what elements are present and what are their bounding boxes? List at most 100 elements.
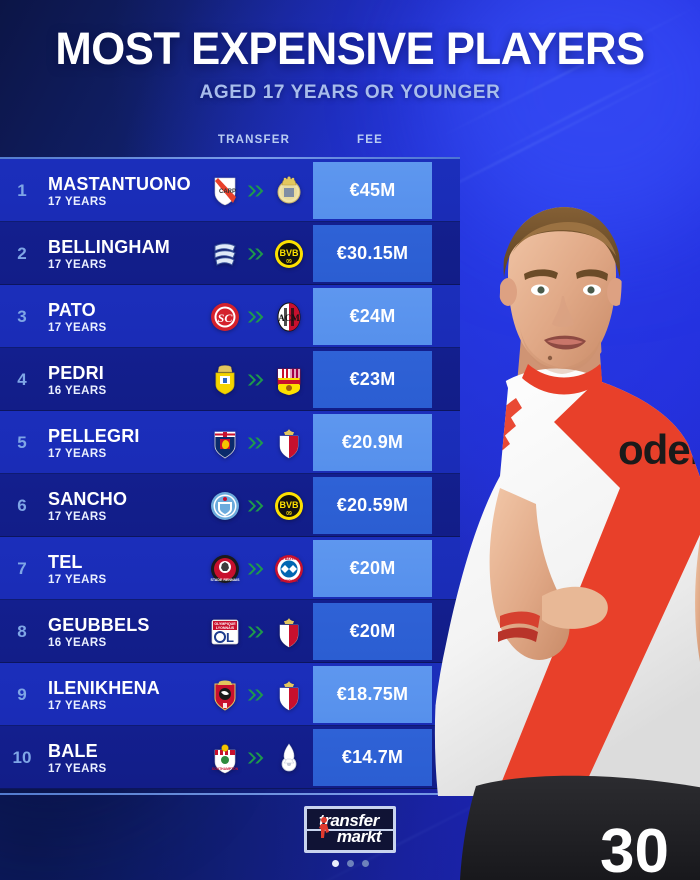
transfer-arrow-icon bbox=[247, 372, 267, 388]
table-row[interactable]: 1 MASTANTUONO 17 YEARS CARP €45M bbox=[0, 159, 460, 222]
transfer-arrow-icon bbox=[247, 435, 267, 451]
table-row[interactable]: 9 ILENIKHENA 17 YEARS €18.75M bbox=[0, 663, 460, 726]
player-age: 17 YEARS bbox=[48, 258, 107, 271]
row-player: PEDRI 16 YEARS bbox=[44, 363, 196, 397]
table-row[interactable]: 7 TEL 17 YEARS STADE RENNAIS FC BAYERN MUNCHE… bbox=[0, 537, 460, 600]
row-rank: 3 bbox=[17, 306, 27, 326]
row-transfer: BVB 09 bbox=[196, 238, 317, 270]
player-name: GEUBBELS bbox=[48, 614, 150, 635]
table-row[interactable]: 3 PATO 17 YEARS SC ACM €24M bbox=[0, 285, 460, 348]
row-player: GEUBBELS 16 YEARS bbox=[44, 615, 196, 649]
row-transfer bbox=[196, 679, 317, 711]
ranking-table: 1 MASTANTUONO 17 YEARS CARP €45M 2 BELLINGHAM 1… bbox=[0, 157, 460, 789]
player-name: MASTANTUONO bbox=[48, 173, 191, 194]
club-badge-from-southampton: SOUTHAMPTON bbox=[209, 742, 241, 774]
page-subtitle: AGED 17 YEARS OR YOUNGER bbox=[199, 82, 501, 103]
table-row[interactable]: 10 BALE 17 YEARS SOUTHAMPTON €14.7M bbox=[0, 726, 460, 789]
carousel-dots[interactable] bbox=[0, 860, 700, 868]
row-rank: 6 bbox=[17, 495, 27, 515]
svg-text:09: 09 bbox=[286, 511, 292, 517]
row-player: PELLEGRI 17 YEARS bbox=[44, 426, 196, 460]
svg-text:OLYMPIQUE: OLYMPIQUE bbox=[214, 622, 236, 626]
svg-text:L: L bbox=[226, 630, 234, 645]
table-bottom-rule bbox=[0, 793, 700, 795]
row-transfer: CARP bbox=[196, 175, 317, 207]
transfer-arrow-icon bbox=[247, 246, 267, 262]
row-fee: €30.15M bbox=[313, 225, 432, 282]
transfermarkt-logo[interactable]: transfer markt bbox=[303, 806, 397, 854]
logo-text-line1: transfer bbox=[318, 811, 380, 830]
transfer-arrow-icon bbox=[247, 561, 267, 577]
club-badge-to-borussia-dortmund: BVB 09 bbox=[273, 238, 305, 270]
player-name: PATO bbox=[48, 299, 96, 320]
header: MOST EXPENSIVE PLAYERS AGED 17 YEARS OR … bbox=[0, 0, 700, 104]
row-transfer: SOUTHAMPTON bbox=[196, 742, 317, 774]
player-age: 17 YEARS bbox=[48, 195, 107, 208]
row-player: BALE 17 YEARS bbox=[44, 741, 196, 775]
club-badge-to-as-monaco bbox=[273, 427, 305, 459]
carousel-dot-3[interactable] bbox=[361, 860, 369, 868]
player-name: PEDRI bbox=[48, 362, 105, 383]
transfer-arrow-icon bbox=[247, 624, 267, 640]
svg-text:MUNCHEN: MUNCHEN bbox=[280, 579, 298, 583]
svg-text:09: 09 bbox=[286, 259, 292, 265]
row-fee: €23M bbox=[313, 351, 432, 408]
table-row[interactable]: 6 SANCHO 17 YEARS BVB 09 €20.59M bbox=[0, 474, 460, 537]
club-badge-from-genoa bbox=[209, 427, 241, 459]
table-row[interactable]: 5 PELLEGRI 17 YEARS €20.9M bbox=[0, 411, 460, 474]
row-rank: 4 bbox=[17, 369, 27, 389]
player-age: 17 YEARS bbox=[48, 321, 107, 334]
row-rank: 7 bbox=[17, 558, 27, 578]
row-fee: €20.59M bbox=[313, 477, 432, 534]
carousel-dot-1[interactable] bbox=[331, 860, 339, 868]
player-name: ILENIKHENA bbox=[48, 677, 161, 698]
table-row[interactable]: 2 BELLINGHAM 17 YEARS BVB 09 €30.15M bbox=[0, 222, 460, 285]
transfer-arrow-icon bbox=[247, 309, 267, 325]
club-badge-from-river-plate: CARP bbox=[209, 175, 241, 207]
row-rank: 8 bbox=[17, 621, 27, 641]
svg-text:BVB: BVB bbox=[279, 500, 299, 510]
club-badge-to-as-monaco bbox=[273, 679, 305, 711]
player-age: 16 YEARS bbox=[48, 384, 107, 397]
logo-figure-icon bbox=[318, 817, 329, 838]
club-badge-from-manchester-city bbox=[209, 490, 241, 522]
table-row[interactable]: 4 PEDRI 16 YEARS €23M bbox=[0, 348, 460, 411]
player-name: SANCHO bbox=[48, 488, 128, 509]
row-fee: €20M bbox=[313, 603, 432, 660]
svg-text:SC: SC bbox=[217, 311, 233, 325]
club-badge-to-bayern-munich: FC BAYERN MUNCHEN bbox=[273, 553, 305, 585]
row-transfer bbox=[196, 364, 317, 396]
column-headers: TRANSFER FEE bbox=[0, 134, 460, 156]
club-badge-to-real-madrid bbox=[273, 175, 305, 207]
svg-text:STADE RENNAIS: STADE RENNAIS bbox=[210, 578, 240, 582]
transfer-arrow-icon bbox=[247, 750, 267, 766]
row-transfer: SC ACM bbox=[196, 301, 317, 333]
player-age: 17 YEARS bbox=[48, 510, 107, 523]
row-player: PATO 17 YEARS bbox=[44, 300, 196, 334]
player-age: 17 YEARS bbox=[48, 447, 107, 460]
column-header-transfer: TRANSFER bbox=[217, 134, 291, 146]
club-badge-from-las-palmas bbox=[209, 364, 241, 396]
club-badge-to-ac-milan: ACM bbox=[273, 301, 305, 333]
player-name: TEL bbox=[48, 551, 83, 572]
table-top-rule bbox=[0, 157, 460, 159]
club-badge-from-internacional: SC bbox=[209, 301, 241, 333]
club-badge-to-borussia-dortmund: BVB 09 bbox=[273, 490, 305, 522]
player-name: PELLEGRI bbox=[48, 425, 140, 446]
row-transfer: STADE RENNAIS FC BAYERN MUNCHEN bbox=[196, 553, 317, 585]
club-badge-to-fc-barcelona bbox=[273, 364, 305, 396]
column-header-fee: FEE bbox=[357, 134, 383, 146]
row-fee: €18.75M bbox=[313, 666, 432, 723]
svg-text:odere: odere bbox=[618, 426, 700, 473]
club-badge-from-olympique-lyonnais: OLYMPIQUE LYONNAIS L bbox=[209, 616, 241, 648]
row-rank: 2 bbox=[17, 243, 27, 263]
row-fee: €24M bbox=[313, 288, 432, 345]
row-transfer: BVB 09 bbox=[196, 490, 317, 522]
table-row[interactable]: 8 GEUBBELS 16 YEARS OLYMPIQUE LYONNAIS L €20M bbox=[0, 600, 460, 663]
svg-text:CARP: CARP bbox=[650, 373, 673, 382]
row-player: TEL 17 YEARS bbox=[44, 552, 196, 586]
row-player: SANCHO 17 YEARS bbox=[44, 489, 196, 523]
carousel-dot-2[interactable] bbox=[346, 860, 354, 868]
row-player: BELLINGHAM 17 YEARS bbox=[44, 237, 196, 271]
